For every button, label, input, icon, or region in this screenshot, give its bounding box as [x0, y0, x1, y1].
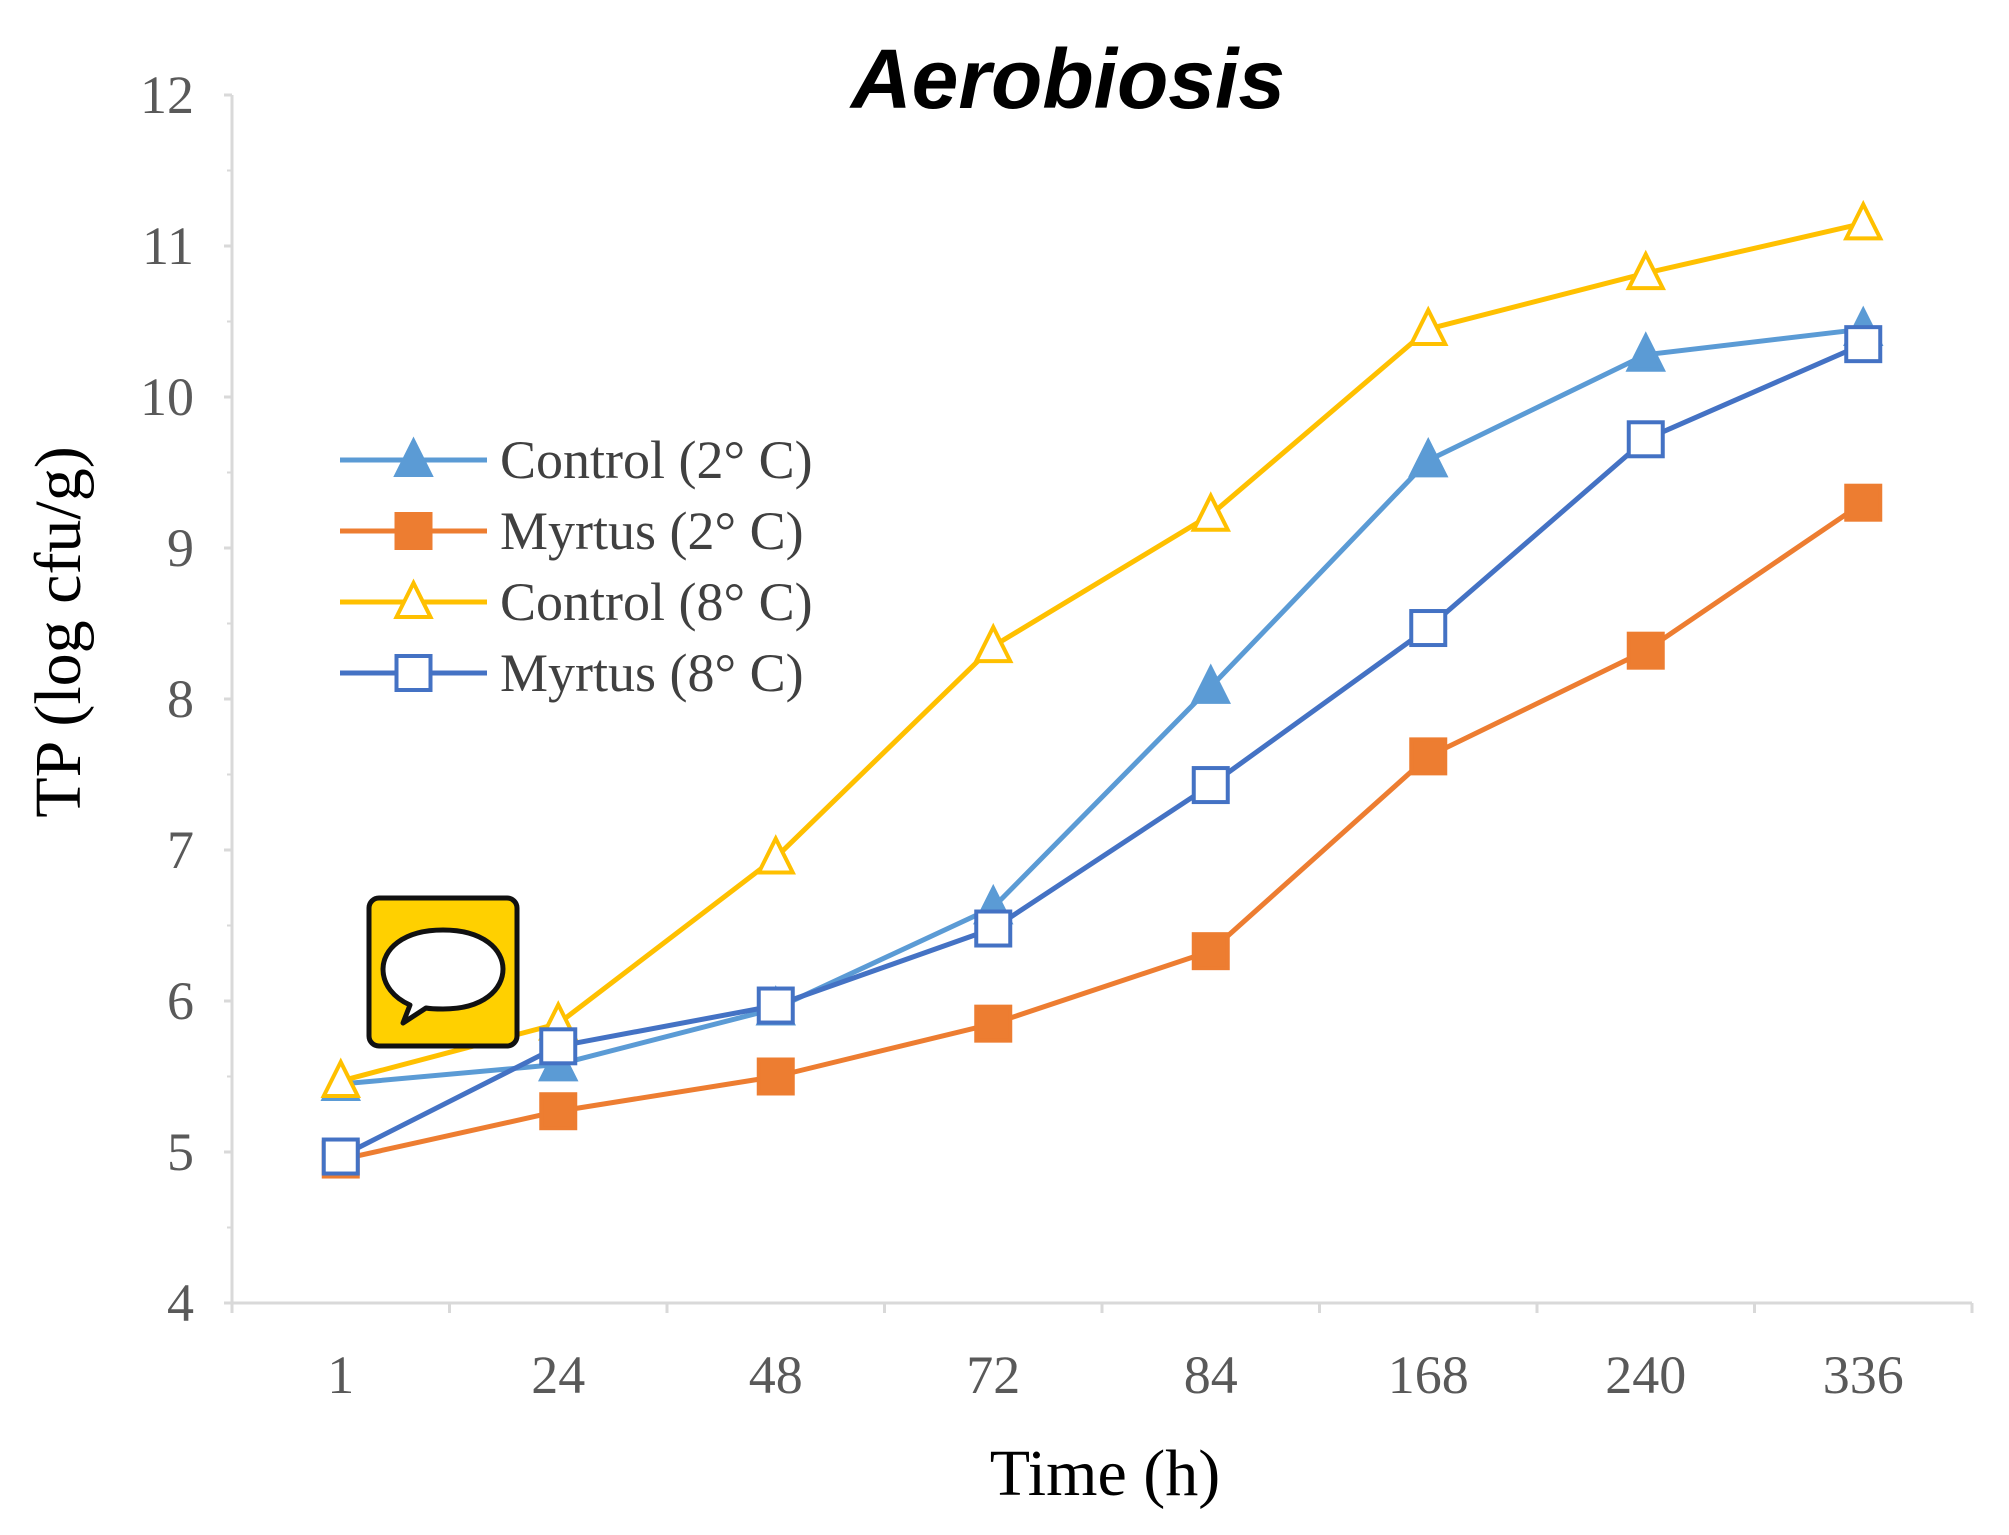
x-ticks: 1 24 48 72 84 168 240 336: [230, 1303, 1974, 1405]
data-point: [974, 1004, 1013, 1043]
data-point: [1191, 766, 1230, 805]
data-point: [756, 986, 795, 1025]
x-tick-label: 24: [531, 1345, 585, 1405]
data-point: [539, 1027, 578, 1066]
legend-marker: [393, 578, 434, 619]
data-point: [756, 1057, 795, 1096]
x-tick-label: 84: [1184, 1345, 1238, 1405]
y-tick-label: 6: [167, 971, 194, 1031]
data-point: [1625, 249, 1666, 291]
axes: [230, 95, 1972, 1305]
y-ticks: 4 5 6 7 8 9 10 11 12: [140, 65, 232, 1333]
data-point: [1844, 483, 1883, 522]
data-point: [974, 909, 1013, 948]
series-3: [321, 325, 1883, 1176]
legend: Control (2° C) Myrtus (2° C) Control (8° C…: [340, 430, 813, 703]
data-point: [1191, 932, 1230, 971]
data-point: [1190, 491, 1231, 532]
speech-bubble-icon: [380, 927, 506, 1026]
legend-label: Myrtus (2° C): [500, 501, 804, 561]
series-line: [340, 500, 1865, 1162]
legend-label: Control (8° C): [500, 572, 813, 632]
data-point: [1409, 737, 1448, 776]
series-line: [339, 341, 1865, 1159]
legend-label: Control (2° C): [500, 430, 813, 490]
y-tick-label: 11: [142, 216, 194, 276]
x-axis-label: Time (h): [990, 1437, 1220, 1510]
legend-item: Control (2° C): [340, 430, 813, 490]
series-group: [320, 199, 1884, 1179]
data-point: [539, 1092, 578, 1131]
data-point: [1626, 420, 1665, 459]
data-point: [321, 1137, 360, 1176]
series-line: [340, 326, 1864, 1087]
legend-label: Myrtus (8° C): [500, 643, 804, 703]
series-line: [340, 220, 1864, 1084]
data-point: [1844, 325, 1883, 364]
y-axis-label: TP (log cfu/g): [22, 446, 95, 817]
y-tick-label: 9: [167, 518, 194, 578]
x-tick-label: 48: [749, 1345, 803, 1405]
y-tick-label: 12: [140, 65, 194, 125]
speech-bubble-button[interactable]: [366, 895, 520, 1049]
y-tick-label: 8: [167, 669, 194, 729]
y-tick-label: 10: [140, 367, 194, 427]
data-point: [1409, 609, 1448, 648]
legend-item: Myrtus (8° C): [340, 643, 804, 703]
x-tick-label: 240: [1605, 1345, 1686, 1405]
x-tick-label: 168: [1388, 1345, 1469, 1405]
y-tick-label: 5: [167, 1122, 194, 1182]
x-tick-label: 72: [966, 1345, 1020, 1405]
data-point: [755, 834, 796, 875]
data-point: [1626, 631, 1665, 670]
data-point: [1843, 199, 1884, 241]
legend-item: Control (8° C): [340, 572, 813, 632]
data-point: [320, 1057, 361, 1099]
legend-marker: [393, 436, 434, 477]
data-point: [1408, 305, 1449, 347]
legend-marker: [394, 512, 433, 550]
y-tick-label: 4: [167, 1273, 194, 1333]
legend-item: Myrtus (2° C): [340, 501, 804, 561]
x-tick-label: 336: [1823, 1345, 1904, 1405]
data-point: [973, 622, 1014, 664]
x-tick-label: 1: [327, 1345, 354, 1405]
chart-title: Aerobiosis: [849, 32, 1285, 126]
y-tick-label: 7: [167, 820, 194, 880]
data-point: [1625, 331, 1666, 372]
legend-marker: [394, 654, 433, 692]
data-point: [1408, 436, 1449, 478]
data-point: [1190, 663, 1231, 704]
